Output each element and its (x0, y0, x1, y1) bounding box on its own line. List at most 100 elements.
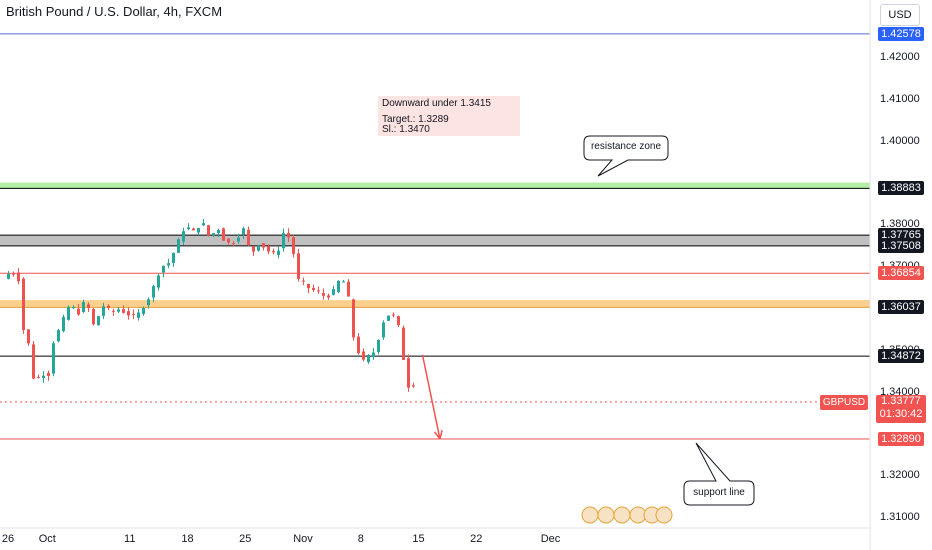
candle-body (117, 309, 120, 312)
candle-body (87, 304, 90, 309)
candle-body (102, 306, 105, 316)
candle-body (192, 228, 195, 231)
candle-body (302, 280, 305, 282)
event-flag-icon[interactable] (655, 506, 673, 524)
candle-body (122, 309, 125, 313)
price-tick-label: 1.42000 (880, 51, 920, 63)
candle-body (377, 340, 380, 352)
candle-body (287, 233, 290, 238)
candle-body (227, 238, 230, 243)
candle-body (412, 385, 415, 387)
price-zone (0, 235, 870, 246)
chart-title: British Pound / U.S. Dollar, 4h, FXCM (6, 4, 223, 19)
event-flag-icon[interactable] (613, 506, 631, 524)
candle-body (17, 272, 20, 282)
candle-body (222, 228, 225, 241)
candle-body (77, 308, 80, 315)
time-tick-label: 18 (181, 533, 194, 545)
candle-body (172, 252, 175, 263)
candle-body (282, 233, 285, 249)
candle-body (337, 280, 340, 293)
economic-events[interactable] (581, 506, 673, 524)
candle-body (372, 352, 375, 358)
price-tick-label: 1.41000 (880, 92, 920, 105)
candle-body (62, 316, 65, 332)
candle-body (52, 343, 55, 374)
candle-body (217, 230, 220, 234)
symbol-tag: GBPUSD (820, 395, 868, 410)
candle-body (187, 227, 190, 230)
candle-body (67, 306, 70, 320)
candle-body (317, 290, 320, 292)
event-flag-icon[interactable] (597, 506, 615, 524)
candle-body (147, 299, 150, 306)
candle-body (367, 354, 370, 363)
candle-body (267, 246, 270, 252)
trade-note: Downward under 1.3415 Target.: 1.3289 Sl… (378, 96, 520, 136)
candle-body (342, 281, 345, 283)
candle-body (252, 246, 255, 252)
candle-body (132, 314, 135, 316)
time-tick-label: Nov (293, 533, 313, 545)
candle-body (137, 312, 140, 318)
candle-body (42, 375, 45, 378)
candle-body (27, 329, 30, 344)
candle-body (352, 299, 355, 338)
resistance-callout (583, 135, 669, 177)
time-tick-label: 22 (470, 533, 483, 545)
candle-body (32, 344, 35, 379)
candle-body (182, 231, 185, 242)
time-tick-label: 26 (1, 533, 15, 545)
zone-layer (0, 182, 870, 308)
candle-body (327, 295, 330, 298)
time-tick-label: 15 (412, 533, 425, 545)
candle-body (157, 275, 160, 288)
candle-body (312, 287, 315, 291)
price-tick-label: 1.34000 (880, 385, 920, 398)
candle-body (402, 327, 405, 360)
note-line: Sl.: 1.3470 (382, 124, 430, 135)
candle-body (307, 284, 310, 289)
candle-body (57, 330, 60, 342)
candle-body (332, 289, 335, 295)
candle-body (167, 263, 170, 266)
candle-body (232, 243, 235, 245)
level-price-tag: 1.37508 (878, 238, 924, 253)
arrow-head (433, 431, 441, 440)
candles-layer (7, 218, 415, 392)
event-flag-icon[interactable] (581, 506, 599, 524)
arrow-head (439, 430, 443, 440)
candle-body (107, 305, 110, 308)
candle-body (407, 358, 410, 388)
candle-body (257, 245, 260, 251)
candle-body (37, 376, 40, 378)
level-price-tag: 1.32890 (878, 431, 924, 446)
candle-body (212, 233, 215, 236)
time-tick-label: 8 (357, 533, 364, 545)
current-price-tag: 1.33777 01:30:42 (876, 395, 926, 423)
price-zone (0, 300, 870, 308)
candle-body (22, 278, 25, 330)
candle-body (202, 223, 205, 226)
price-zone (0, 182, 870, 189)
candle-body (112, 310, 115, 312)
candle-body (382, 322, 385, 338)
price-tick-label: 1.31000 (880, 511, 920, 523)
note-line: Target.: 1.3289 (382, 114, 449, 125)
level-price-tag: 1.42578 (878, 26, 924, 41)
candle-body (162, 265, 165, 273)
level-price-tag: 1.36854 (878, 266, 924, 281)
time-tick-label: 25 (239, 533, 252, 545)
candle-body (297, 253, 300, 279)
candle-body (72, 307, 75, 309)
candle-body (237, 237, 240, 242)
current-price-value: 1.33777 (881, 395, 921, 407)
candle-body (12, 273, 15, 275)
candle-body (347, 281, 350, 297)
candle-body (277, 250, 280, 255)
candle-body (362, 351, 365, 360)
candle-body (322, 292, 325, 296)
currency-button[interactable]: USD (880, 4, 920, 26)
